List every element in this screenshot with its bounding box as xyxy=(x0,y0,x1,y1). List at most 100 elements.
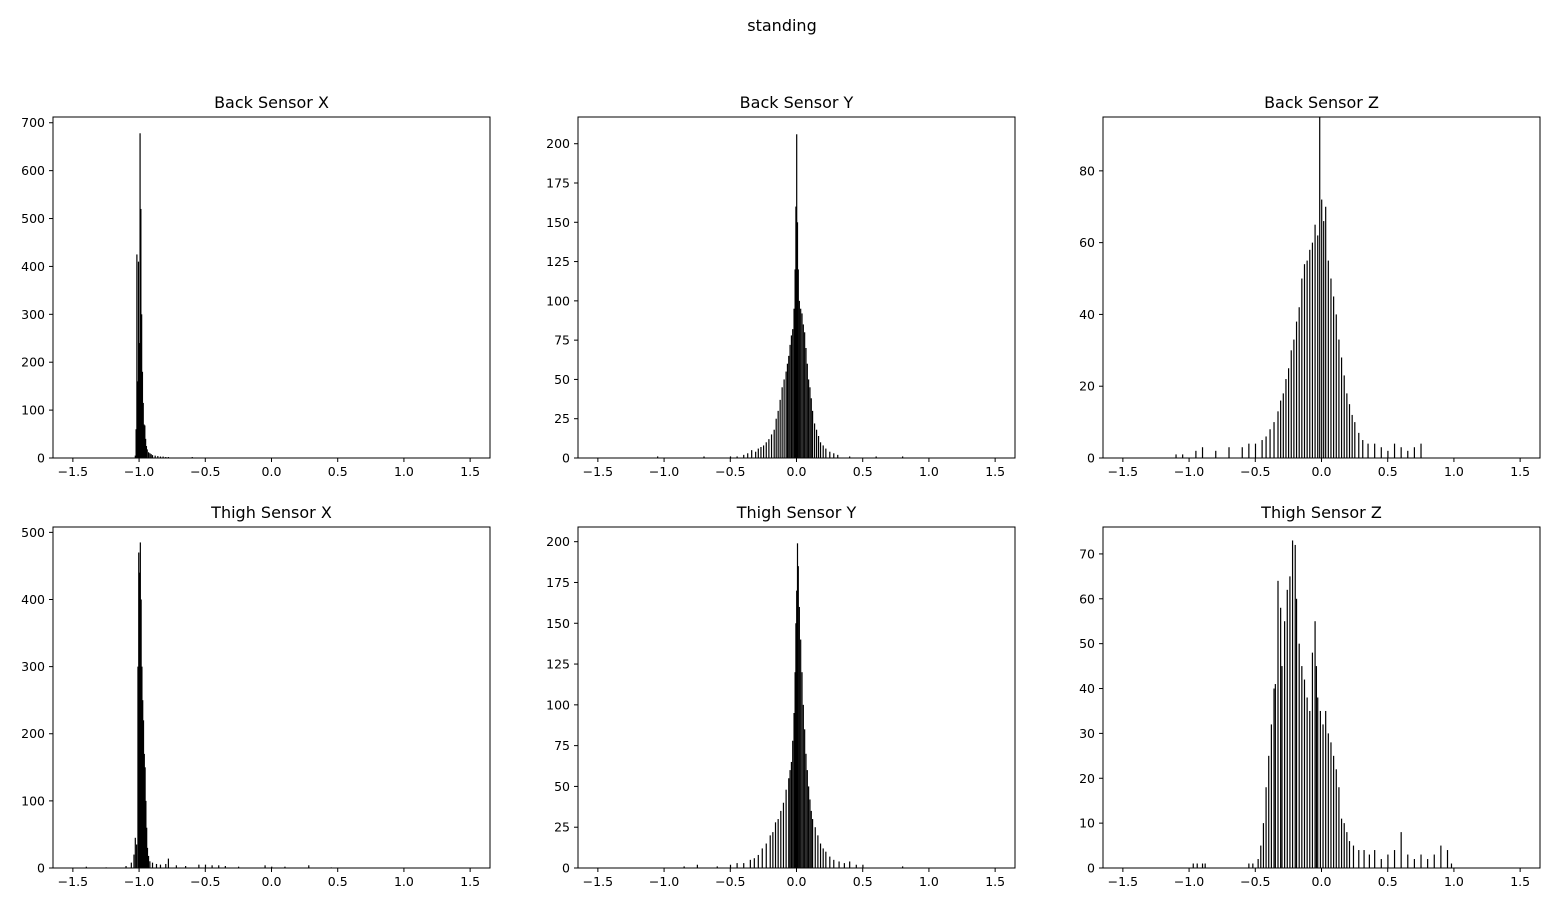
histogram-bar xyxy=(808,379,810,458)
x-tick-label: −1.5 xyxy=(583,464,613,479)
histogram-bar xyxy=(1335,314,1337,458)
histogram-bars xyxy=(1192,540,1453,868)
histogram-bar xyxy=(795,206,797,458)
histogram-bar xyxy=(761,848,763,868)
histogram-bar xyxy=(768,439,770,458)
histogram-bar xyxy=(1387,854,1389,868)
subplot-title: Back Sensor Y xyxy=(740,93,854,112)
histogram-bar xyxy=(1393,443,1396,458)
histogram-bar xyxy=(1314,224,1316,458)
histogram-bar xyxy=(150,454,152,458)
x-tick-label: −1.0 xyxy=(1174,464,1204,479)
histogram-bar xyxy=(657,456,659,458)
histogram-bar xyxy=(810,398,812,458)
histogram-bar xyxy=(139,133,141,458)
histogram-bar xyxy=(140,208,142,458)
histogram-bar xyxy=(1348,841,1351,868)
histogram-bar xyxy=(1303,264,1306,458)
histogram-bar xyxy=(790,335,793,458)
histogram-bar xyxy=(1380,447,1382,458)
histogram-bar xyxy=(1265,787,1267,868)
histogram-bar xyxy=(284,866,286,868)
histogram-bars xyxy=(85,542,332,868)
histogram-bar xyxy=(797,566,799,868)
histogram-bar xyxy=(1273,688,1275,868)
histogram-bar xyxy=(1338,787,1340,868)
histogram-bar xyxy=(792,329,794,458)
x-tick-label: 1.5 xyxy=(460,874,480,889)
histogram-bar xyxy=(1294,544,1296,868)
subplot-title: Thigh Sensor Y xyxy=(736,503,857,522)
histogram-bar xyxy=(801,313,803,458)
histogram-bar xyxy=(1215,450,1217,458)
histogram-bar xyxy=(155,863,158,868)
y-tick-label: 150 xyxy=(546,215,570,230)
histogram-bar xyxy=(825,851,827,868)
histogram-bars xyxy=(1175,117,1422,458)
histogram-bar xyxy=(814,827,816,868)
histogram-bar xyxy=(1321,199,1323,458)
histogram-bar xyxy=(810,810,812,868)
histogram-bar xyxy=(785,789,787,868)
histogram-bar xyxy=(1268,755,1270,868)
y-tick-label: 500 xyxy=(21,211,45,226)
x-tick-label: 0.5 xyxy=(1378,464,1398,479)
histogram-bar xyxy=(1201,863,1204,868)
histogram-bar xyxy=(837,454,839,458)
histogram-bar xyxy=(802,324,804,458)
histogram-bar xyxy=(157,456,159,458)
figure-suptitle: standing xyxy=(747,16,817,35)
histogram-bar xyxy=(138,343,140,458)
histogram-bar xyxy=(1295,598,1298,868)
histogram-bar xyxy=(143,753,145,868)
subplot-title: Back Sensor Z xyxy=(1264,93,1379,112)
histogram-bar xyxy=(1262,823,1265,868)
histogram-bar xyxy=(1358,432,1360,458)
histogram-bar xyxy=(779,399,781,458)
x-tick-label: 0.5 xyxy=(1378,874,1398,889)
histogram-bars xyxy=(134,133,230,458)
histogram-bar xyxy=(757,854,759,868)
x-tick-label: −0.5 xyxy=(1240,874,1270,889)
histogram-bar xyxy=(1325,710,1327,868)
histogram-bar xyxy=(1257,859,1259,868)
histogram-bar xyxy=(198,864,200,868)
histogram-bar xyxy=(788,778,790,868)
histogram-bar xyxy=(783,379,785,458)
histogram-bar xyxy=(138,552,140,868)
x-tick-label: −1.5 xyxy=(583,874,613,889)
histogram-bar xyxy=(1291,540,1294,868)
y-tick-label: 40 xyxy=(1079,307,1095,322)
histogram-bar xyxy=(1254,443,1257,458)
axes-frame xyxy=(52,116,491,459)
histogram-bar xyxy=(143,424,145,458)
y-tick-label: 60 xyxy=(1079,591,1095,606)
histogram-bar xyxy=(1309,249,1311,458)
histogram-bar xyxy=(1201,447,1204,458)
histogram-bar xyxy=(843,863,845,868)
y-tick-label: 75 xyxy=(554,738,570,753)
histogram-bar xyxy=(815,429,818,458)
subplot-5: Thigh Sensor Z −1.5 −1.0 −0.5 0.0 0.5 1.0 1.5 0 1… xyxy=(1079,503,1541,889)
histogram-bar xyxy=(130,862,132,868)
histogram-bar xyxy=(822,848,824,868)
histogram-bar xyxy=(817,835,819,868)
histogram-bar xyxy=(1351,414,1353,458)
x-tick-label: −1.5 xyxy=(1108,874,1138,889)
histogram-bar xyxy=(775,418,777,458)
x-tick-label: 1.5 xyxy=(1510,874,1530,889)
histogram-bar xyxy=(1333,296,1335,458)
x-tick-label: −0.5 xyxy=(1240,464,1270,479)
histogram-bar xyxy=(795,623,797,868)
histogram-bar xyxy=(1374,443,1376,458)
histogram-bar xyxy=(773,429,775,458)
histogram-bar xyxy=(819,843,822,868)
histogram-bar xyxy=(1277,580,1279,868)
y-tick-label: 200 xyxy=(546,136,570,151)
histogram-bar xyxy=(85,866,87,868)
y-tick-label: 100 xyxy=(546,293,570,308)
y-tick-label: 200 xyxy=(21,726,45,741)
histogram-bar xyxy=(777,819,779,868)
histogram-bar xyxy=(797,269,799,458)
y-tick-label: 300 xyxy=(21,307,45,322)
